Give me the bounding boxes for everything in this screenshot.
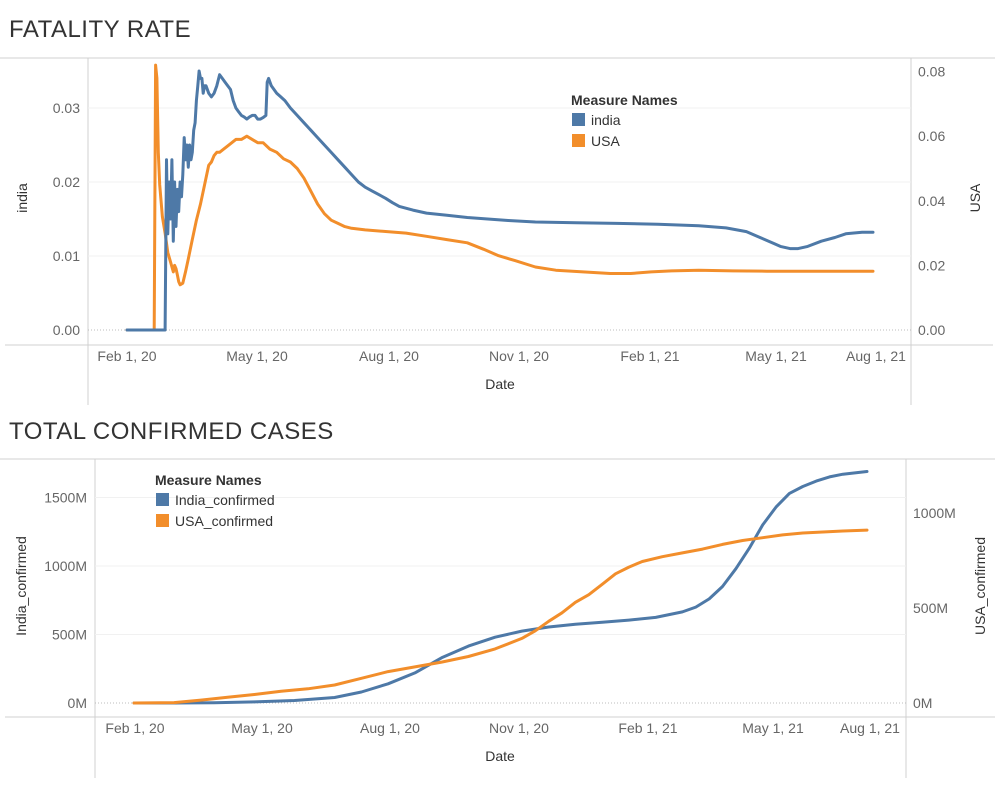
c1-y-right-tick-label: 0.04 [918,193,945,209]
c2-x-tick-label: Feb 1, 21 [618,720,677,736]
c1-x-tick-label: Aug 1, 21 [846,348,906,364]
c2-y-right-axis-title: USA_confirmed [972,537,988,635]
c2-y-left-axis-title: India_confirmed [13,536,29,636]
c1-y-right-tick-label: 0.02 [918,257,945,273]
c2-x-tick-label: May 1, 20 [231,720,293,736]
cases-chart-title: TOTAL CONFIRMED CASES [9,418,334,445]
c1-legend-swatch [572,113,585,126]
c1-x-tick-label: Nov 1, 20 [489,348,549,364]
c2-y-left-tick-label: 500M [52,627,87,643]
c1-y-right-tick-label: 0.00 [918,322,945,338]
c2-legend-label: India_confirmed [175,492,275,508]
c1-y-right-tick-label: 0.06 [918,128,945,144]
c2-y-left-tick-label: 1500M [44,490,87,506]
c1-legend-label: india [591,112,621,128]
c2-x-tick-label: Nov 1, 20 [489,720,549,736]
c1-y-left-tick-label: 0.03 [53,100,80,116]
c2-legend-swatch [156,514,169,527]
c1-x-tick-label: Feb 1, 20 [97,348,156,364]
c2-x-tick-label: May 1, 21 [742,720,804,736]
c1-series-line-india [125,69,875,332]
c1-x-tick-label: May 1, 21 [745,348,807,364]
c1-x-axis-title: Date [485,376,515,392]
c2-x-tick-label: Aug 1, 20 [360,720,420,736]
c1-x-tick-label: May 1, 20 [226,348,288,364]
c1-y-left-axis-title: india [14,183,30,213]
c2-legend-title: Measure Names [155,472,262,488]
c2-legend-swatch [156,493,169,506]
c2-y-left-tick-label: 0M [68,695,87,711]
c2-legend-label: USA_confirmed [175,513,273,529]
c1-y-right-tick-label: 0.08 [918,64,945,80]
c2-series-line-india-confirmed [132,470,869,705]
c2-y-right-tick-label: 1000M [913,505,956,521]
c1-legend-label: USA [591,133,620,149]
c2-x-tick-label: Aug 1, 21 [840,720,900,736]
c1-legend-swatch [572,134,585,147]
c1-y-left-tick-label: 0.02 [53,174,80,190]
c1-x-tick-label: Feb 1, 21 [620,348,679,364]
fatality-chart-title: FATALITY RATE [9,16,192,43]
c2-y-left-tick-label: 1000M [44,558,87,574]
c1-y-right-axis-title: USA [967,183,983,212]
c2-y-right-tick-label: 500M [913,600,948,616]
c2-y-right-tick-label: 0M [913,695,932,711]
c1-legend-title: Measure Names [571,92,678,108]
c2-x-axis-title: Date [485,748,515,764]
c1-y-left-tick-label: 0.00 [53,322,80,338]
c2-x-tick-label: Feb 1, 20 [105,720,164,736]
c2-series-line-usa-confirmed [132,528,869,705]
c1-series-line-usa [125,63,875,332]
c1-y-left-tick-label: 0.01 [53,248,80,264]
c1-x-tick-label: Aug 1, 20 [359,348,419,364]
